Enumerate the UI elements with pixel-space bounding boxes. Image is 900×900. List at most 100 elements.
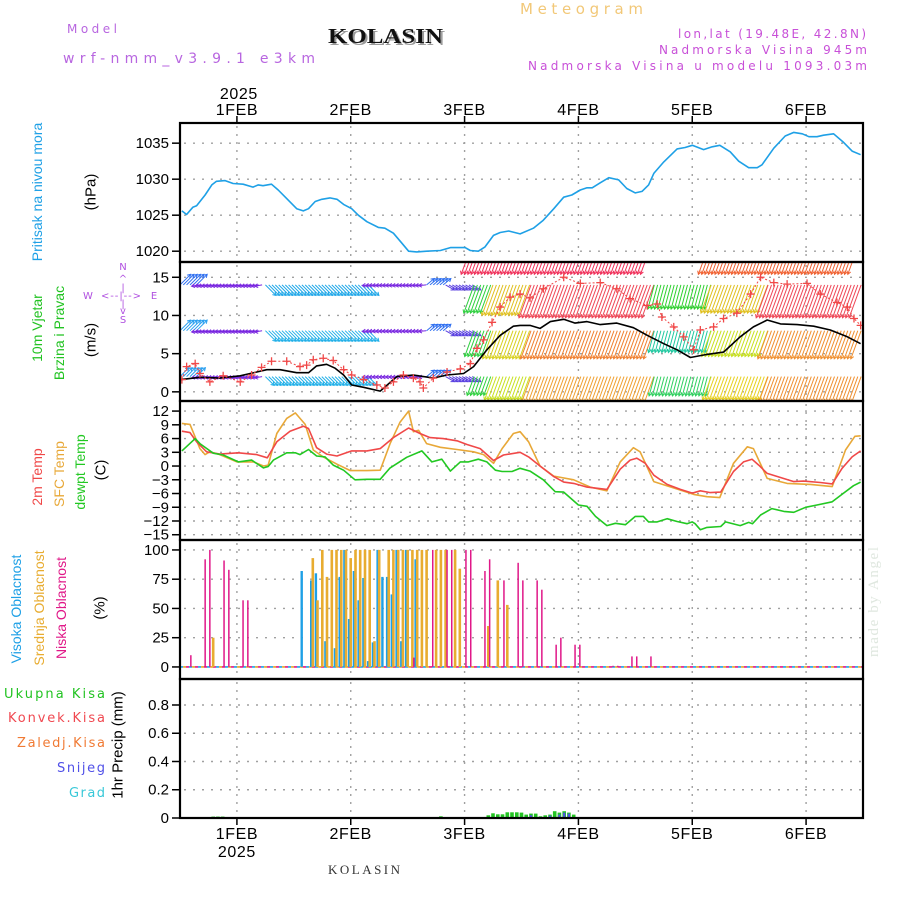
wind-arrow	[701, 239, 708, 261]
y-tick-label: 1020	[136, 243, 169, 260]
wind-gust-marker	[380, 384, 389, 393]
wind-arrow	[637, 284, 651, 319]
precip-bar-total	[533, 813, 538, 818]
y-tick-label: −3	[152, 472, 169, 489]
wind-arrow	[308, 376, 319, 387]
y-tick-label: 0.4	[148, 753, 169, 770]
wind-arrow	[556, 262, 563, 276]
cloud-bar-high	[376, 549, 379, 667]
wind-arrow	[541, 284, 555, 319]
wind-gust-marker	[506, 293, 515, 302]
precip-bar-total	[552, 811, 557, 818]
wind-arrow	[462, 284, 475, 315]
wind-arrow	[554, 284, 568, 319]
station-title-shadow: KOLASIN	[330, 26, 445, 50]
wind-arrow	[475, 284, 488, 315]
wind-gust-marker	[596, 278, 605, 287]
wind-arrow	[752, 284, 765, 315]
precip-frame	[178, 677, 865, 820]
wind-arrow	[533, 262, 540, 276]
pressure-grid	[184, 126, 863, 262]
wind-arrow	[619, 262, 626, 276]
cloud-bar-low	[650, 656, 652, 667]
cloud-bar-low	[541, 589, 543, 667]
wind-gust-marker	[466, 359, 475, 368]
y-tick-label: 10	[152, 307, 169, 324]
wind-arrow	[470, 330, 482, 358]
wind-arrow	[761, 284, 776, 319]
wind-arrow	[354, 284, 367, 297]
wind-arrow	[526, 330, 539, 360]
wind-arrow	[268, 284, 280, 297]
wind-arrow	[192, 319, 205, 332]
wind-arrow	[341, 330, 353, 342]
wind-arrow	[486, 262, 493, 276]
wind-arrow	[654, 239, 661, 261]
wind-arrow	[794, 284, 809, 319]
precip-bar-total	[496, 814, 500, 818]
wind-arrow	[484, 284, 497, 317]
wind-gust-marker	[689, 345, 698, 354]
wind-gust-marker	[769, 278, 778, 287]
wind-arrow	[647, 376, 655, 397]
wind-gust-marker	[732, 309, 741, 318]
wind-gust-marker	[205, 377, 214, 386]
wind-arrow	[314, 284, 327, 297]
pressure-unit: (hPa)	[83, 174, 100, 211]
cloud-bar-mid	[444, 549, 447, 667]
wind-arrow	[823, 262, 830, 276]
wind-arrow	[509, 262, 517, 276]
year-label-top: 2025	[220, 86, 258, 103]
wind-arrow	[192, 367, 203, 377]
wind-arrow	[331, 284, 344, 297]
wind-arrow	[709, 284, 722, 315]
wind-arrow	[733, 262, 740, 276]
wind-gust-marker	[803, 279, 812, 288]
wind-arrow	[750, 330, 762, 358]
y-tick-label: 25	[152, 630, 169, 647]
wind-arrow	[298, 330, 310, 342]
wind-gust-marker	[282, 357, 291, 366]
wind-gust-marker	[182, 362, 191, 371]
wind-arrow	[599, 330, 612, 360]
wind-arrow	[472, 376, 482, 397]
precip-bar-total	[491, 813, 495, 818]
wind-arrow	[324, 284, 337, 297]
wind-gust-marker	[843, 303, 852, 312]
wind-gust-marker	[236, 377, 245, 386]
wind-arrow	[278, 330, 290, 342]
wind-gust-marker	[516, 290, 525, 299]
precip-bar-snow	[548, 815, 552, 818]
wind-arrow	[589, 262, 596, 276]
wind-arrow	[798, 284, 812, 319]
x-tick-label-bottom: 3FEB	[443, 826, 485, 843]
wind-arrow	[786, 330, 799, 360]
cloud-bar-mid	[311, 558, 315, 667]
wind-arrow	[610, 284, 625, 319]
cloud-bar-low	[228, 569, 230, 667]
wind-arrow	[723, 284, 735, 315]
cloud-bar-low	[631, 656, 633, 667]
cloud-bar-high	[357, 600, 360, 667]
wind-arrow	[769, 330, 782, 360]
compass-up-arrow-icon: ^	[119, 274, 127, 285]
wind-gust-marker	[456, 364, 465, 373]
wind-arrow	[669, 284, 678, 311]
wind-gust-marker	[679, 332, 688, 341]
precip-bar-total	[571, 814, 576, 818]
wind-arrow	[635, 330, 648, 360]
wind-arrow	[519, 262, 527, 276]
wind-arrow	[537, 284, 552, 319]
wind-arrow	[274, 376, 285, 387]
wind-arrow	[311, 376, 322, 387]
cloud-bar-low	[247, 600, 249, 667]
wind-arrow	[549, 262, 556, 276]
cloud-bar-mid	[354, 549, 357, 667]
y-tick-label: 0	[161, 458, 169, 475]
cloud-bar-low	[451, 549, 453, 667]
elevation-text: Nadmorska Visina 945m	[659, 43, 867, 57]
wind-arrow	[429, 369, 439, 377]
wind-gust-marker	[429, 374, 438, 383]
wind-arrow	[439, 323, 449, 332]
